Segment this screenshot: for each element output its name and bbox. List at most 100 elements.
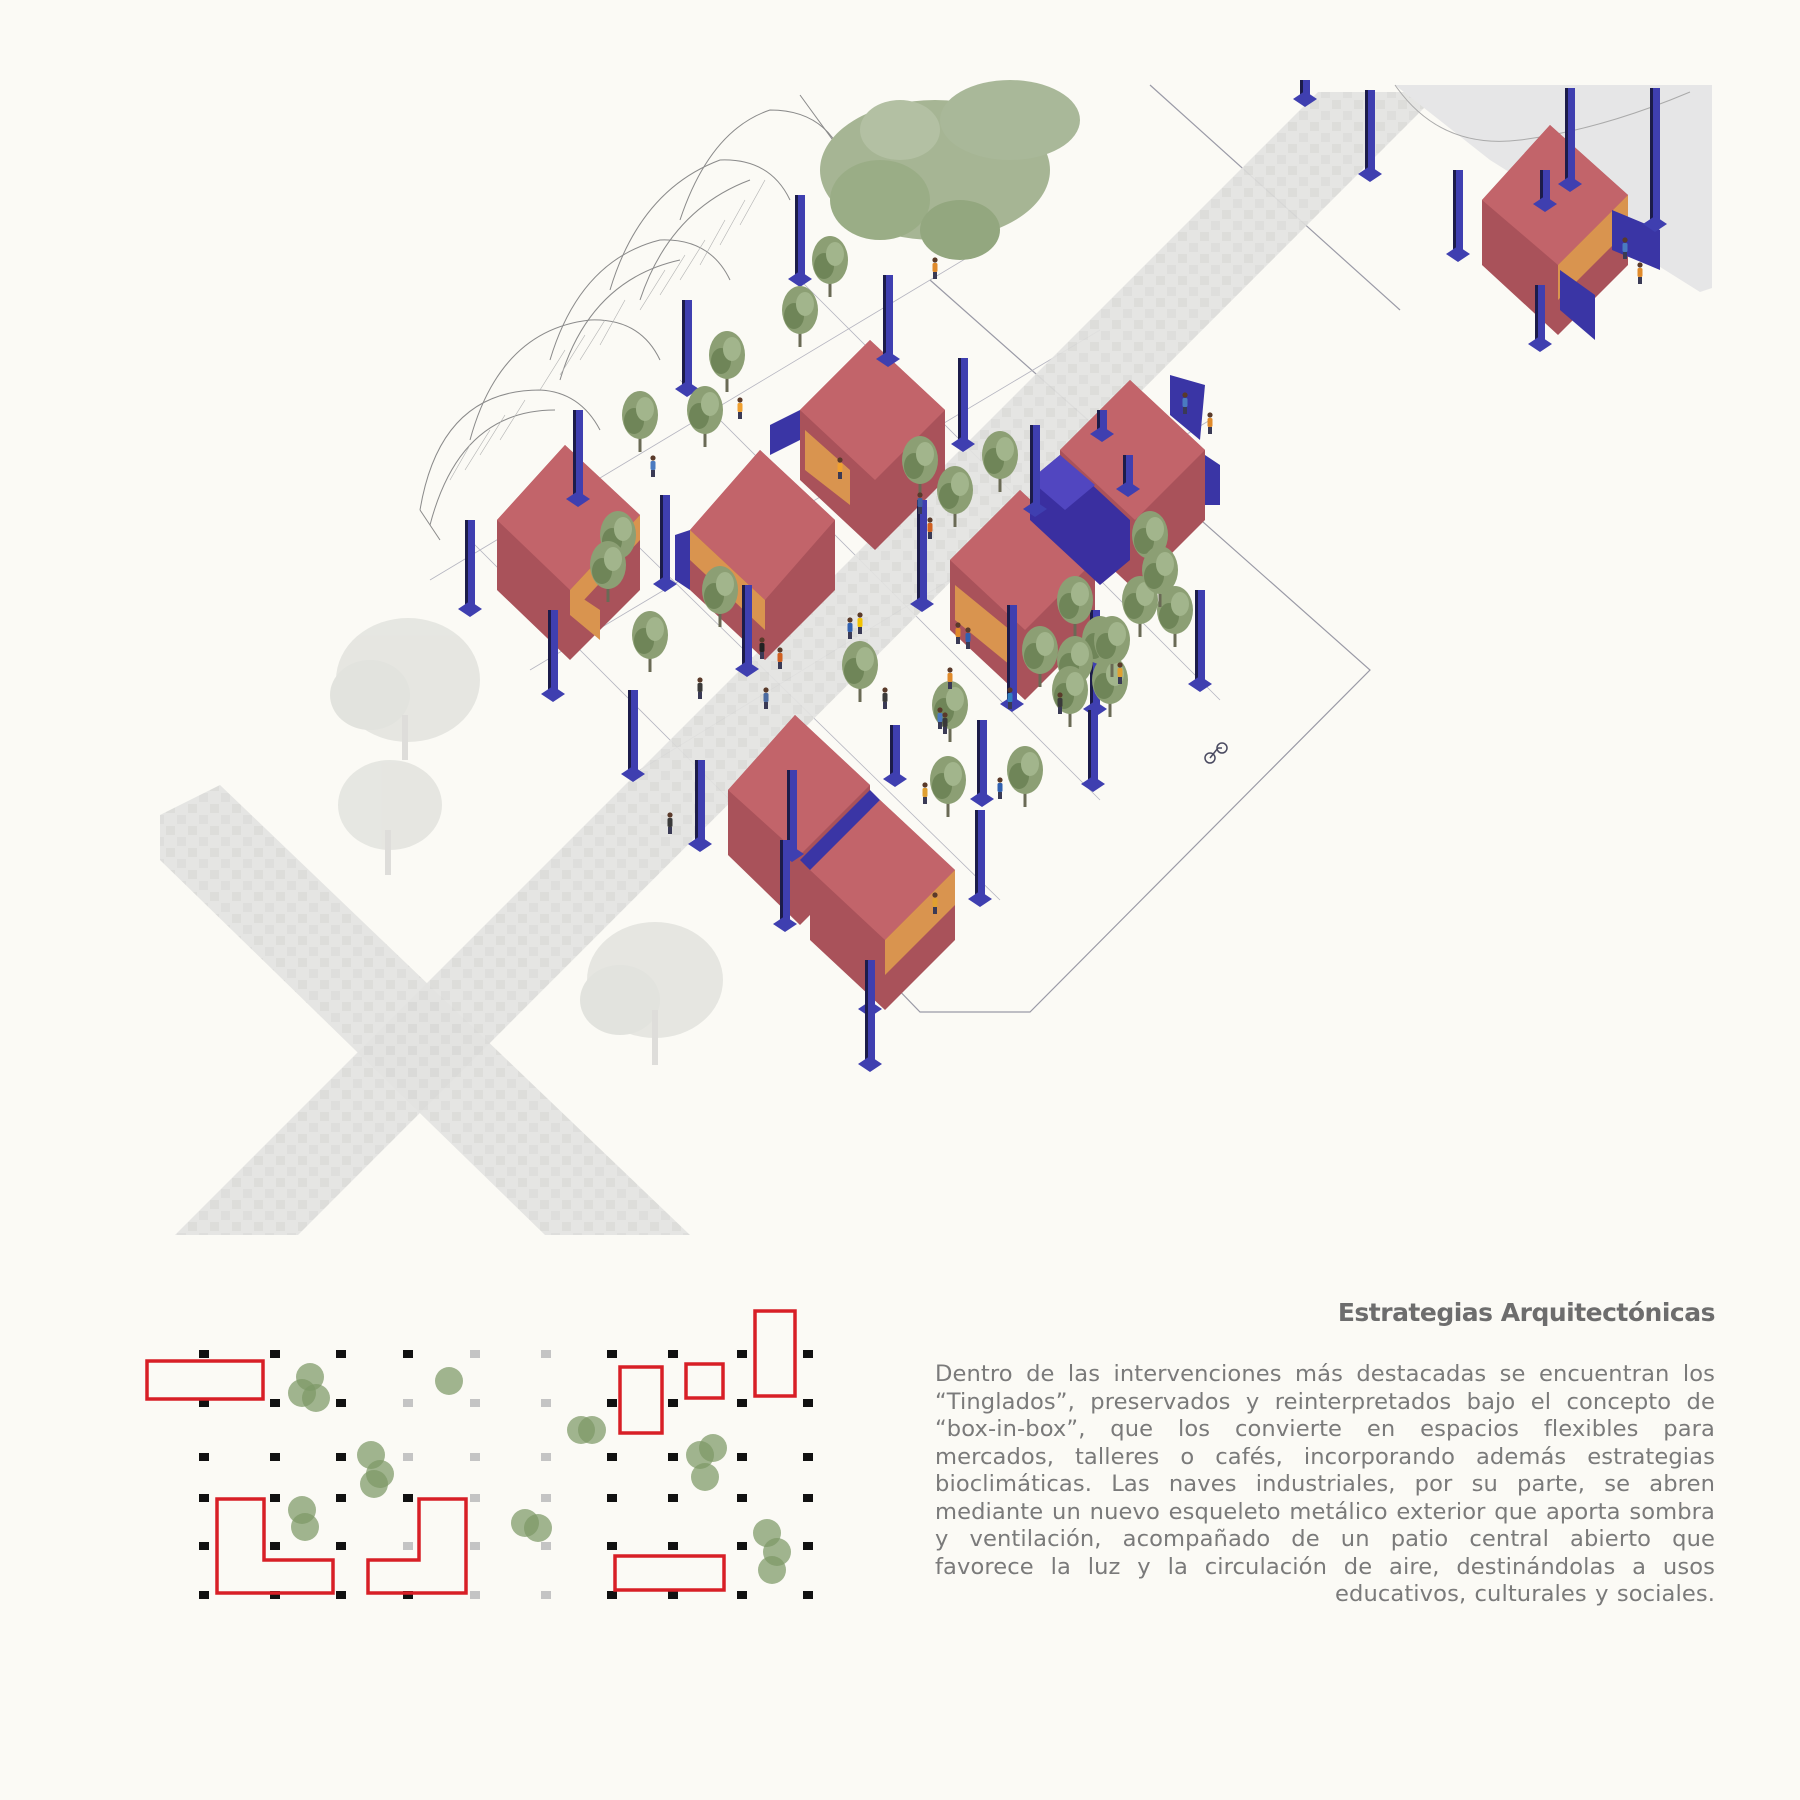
person-icon <box>947 667 953 689</box>
plan-block-d <box>618 1365 664 1435</box>
plan-column-dot <box>668 1453 678 1461</box>
person-icon <box>922 782 928 804</box>
person-icon <box>997 777 1003 799</box>
plan-column-dot <box>270 1494 280 1502</box>
plan-tree-icon <box>360 1470 388 1498</box>
plan-column-dot <box>668 1542 678 1550</box>
plan-grid-dot <box>403 1542 413 1550</box>
section-heading: Estrategias Arquitectónicas <box>1337 1298 1716 1327</box>
plan-column-dot <box>336 1350 346 1358</box>
person-icon <box>650 455 656 477</box>
plan-grid-dot <box>470 1399 480 1407</box>
paved-street-cross <box>160 785 690 1235</box>
person-icon <box>837 457 843 479</box>
steel-column <box>1081 710 1105 792</box>
tree-icon <box>590 541 626 602</box>
axonometric-illustration <box>160 80 1712 1235</box>
person-icon <box>737 397 743 419</box>
plan-column-dot <box>199 1453 209 1461</box>
tree-canopy-cluster <box>820 80 1080 260</box>
person-icon <box>965 627 971 649</box>
tree-icon <box>709 331 745 392</box>
person-icon <box>1637 262 1643 284</box>
steel-column <box>653 495 677 592</box>
plan-column-dot <box>403 1591 413 1599</box>
person-icon <box>763 687 769 709</box>
plan-trees <box>288 1363 791 1584</box>
plan-column-dot <box>336 1453 346 1461</box>
tree-icon <box>1157 586 1193 647</box>
plan-column-dot <box>803 1591 813 1599</box>
person-icon <box>667 812 673 834</box>
tinglado-building-7 <box>800 790 955 1010</box>
person-icon <box>917 492 923 514</box>
tree-icon <box>902 436 938 497</box>
plan-tree-icon <box>435 1367 463 1395</box>
plan-column-dot <box>199 1591 209 1599</box>
tree-icon <box>982 431 1018 492</box>
person-icon <box>1057 692 1063 714</box>
plan-column-dot <box>336 1591 346 1599</box>
plan-block-c <box>366 1497 468 1595</box>
plan-column-dot <box>668 1591 678 1599</box>
plan-tree-icon <box>302 1384 330 1412</box>
plan-column-dot <box>803 1542 813 1550</box>
steel-column <box>1446 170 1470 262</box>
faded-tree-2 <box>338 760 442 875</box>
plan-column-dot <box>336 1494 346 1502</box>
steel-column <box>1558 88 1582 192</box>
tree-icon <box>1142 546 1178 607</box>
person-icon <box>1622 237 1628 259</box>
plan-grid-dot <box>541 1591 551 1599</box>
steel-column <box>1023 425 1047 517</box>
plan-tree-icon <box>686 1441 714 1469</box>
plan-column-dot <box>607 1542 617 1550</box>
plan-column-dot <box>607 1591 617 1599</box>
plan-column-dot <box>737 1350 747 1358</box>
arched-vault-outline <box>419 94 841 541</box>
plan-grid-dot <box>470 1591 480 1599</box>
steel-column <box>876 275 900 367</box>
plan-block-g <box>613 1554 726 1592</box>
plan-column-dot <box>270 1542 280 1550</box>
plan-column-dot <box>199 1350 209 1358</box>
plan-column-dot <box>607 1350 617 1358</box>
tinglado-building-3 <box>770 340 945 550</box>
plan-column-dot <box>403 1350 413 1358</box>
faded-tree-1 <box>330 618 480 760</box>
plan-column-dot <box>737 1399 747 1407</box>
plan-grid-dots <box>199 1350 813 1599</box>
steel-column <box>858 1000 882 1072</box>
tree-icon <box>937 466 973 527</box>
steel-column <box>883 725 907 787</box>
plan-grid-dot <box>541 1542 551 1550</box>
plan-column-dot <box>199 1494 209 1502</box>
tree-icon <box>632 611 668 672</box>
plan-column-dot <box>803 1350 813 1358</box>
plan-column-dot <box>270 1399 280 1407</box>
plan-block-e <box>684 1362 725 1400</box>
plan-column-dot <box>336 1542 346 1550</box>
tinglado-building-8 <box>1482 125 1660 340</box>
plan-grid-dot <box>470 1453 480 1461</box>
faded-tree-3 <box>580 922 723 1065</box>
steel-column <box>1533 170 1557 212</box>
plan-tree-icon <box>578 1416 606 1444</box>
plan-block-a <box>145 1359 265 1401</box>
person-icon <box>1007 687 1013 709</box>
plan-column-dot <box>199 1542 209 1550</box>
plan-column-dot <box>270 1350 280 1358</box>
trees <box>590 236 1193 817</box>
plan-column-dot <box>270 1453 280 1461</box>
person-icon <box>927 517 933 539</box>
plan-tree-icon <box>291 1513 319 1541</box>
plan-column-dot <box>803 1453 813 1461</box>
steel-column <box>788 195 812 287</box>
plan-grid-dot <box>403 1399 413 1407</box>
steel-column <box>735 585 759 677</box>
nave-courtyard-blue <box>1030 455 1130 585</box>
steel-column <box>688 760 712 852</box>
plan-column-dot <box>403 1494 413 1502</box>
plan-grid-dot <box>470 1350 480 1358</box>
paved-street-diagonal <box>175 92 1440 1235</box>
